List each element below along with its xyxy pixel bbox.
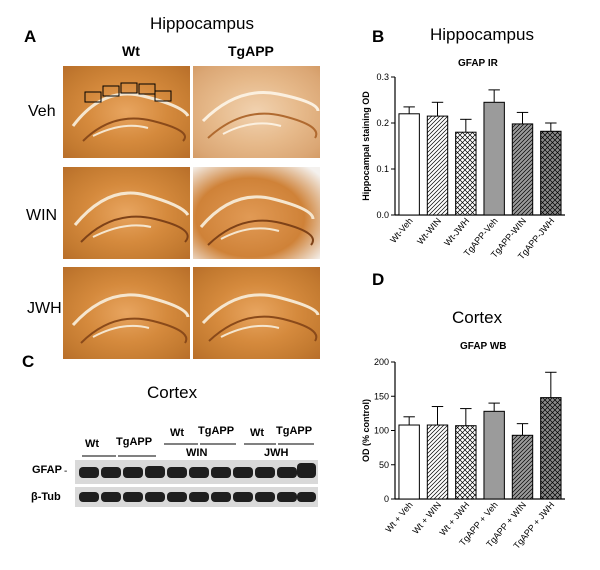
chart-b-subtitle: GFAP IR (458, 58, 498, 69)
y-axis-label: Hippocampal staining OD (361, 91, 371, 201)
gfap-band (123, 467, 143, 478)
tub-band (211, 492, 231, 502)
bar (426, 424, 449, 500)
y-tick-label: 0 (384, 494, 389, 504)
tub-band (233, 492, 253, 502)
gfap-band (189, 467, 209, 478)
row-label-jwh: JWH (27, 300, 62, 317)
bar (540, 130, 562, 216)
micrograph-tgapp-veh (193, 66, 320, 158)
gfap-band (211, 467, 231, 478)
bar (511, 123, 534, 216)
micrograph-wt-jwh (63, 267, 190, 359)
col-header-tgapp: TgAPP (228, 43, 274, 59)
panel-a-title: Hippocampus (150, 14, 254, 33)
bar (483, 410, 505, 500)
panel-letter-d: D (372, 270, 385, 289)
gfap-blot-strip (75, 460, 318, 484)
hippocampus-structure (71, 82, 190, 142)
chart-d-title: Cortex (452, 308, 503, 327)
row-label-win: WIN (26, 207, 58, 224)
hippocampus-structure (201, 293, 320, 342)
y-tick-label: 0.0 (376, 210, 389, 220)
lane-label-tgapp-1: TgAPP (116, 436, 153, 448)
chart-d-subtitle: GFAP WB (460, 341, 507, 352)
bar (483, 101, 505, 216)
bar (455, 425, 477, 500)
gfap-marker-tick: - (64, 466, 68, 477)
panel-letter-b: B (372, 27, 385, 46)
tub-band (79, 492, 99, 502)
gfap-band (297, 463, 316, 478)
win-group-label: WIN (186, 447, 208, 459)
hippocampus-structure (199, 195, 315, 246)
hippocampus-structure (201, 91, 320, 139)
micrograph-wt-veh (63, 66, 190, 158)
y-tick-label: 150 (374, 391, 389, 401)
y-tick-label: 0.3 (376, 72, 389, 82)
tub-band (255, 492, 275, 502)
y-axis-label: OD (% control) (361, 399, 371, 462)
lane-label-tgapp-2: TgAPP (198, 425, 235, 437)
y-tick-label: 100 (374, 426, 389, 436)
chart-b-title: Hippocampus (430, 25, 534, 44)
row-label-veh: Veh (28, 103, 56, 120)
bar (398, 424, 420, 500)
x-tick-label: Wt-JWH (442, 216, 471, 248)
gfap-band (277, 467, 297, 478)
panel-letter-a: A (24, 27, 37, 46)
tub-band (297, 492, 316, 502)
tub-band (123, 492, 143, 502)
bar (426, 115, 449, 216)
panel-c-title: Cortex (147, 383, 198, 402)
y-tick-label: 0.1 (376, 164, 389, 174)
jwh-group-label: JWH (264, 447, 289, 459)
gfap-row-label: GFAP (32, 464, 62, 476)
lane-label-wt-3: Wt (250, 427, 265, 439)
micrograph-tgapp-win (193, 167, 320, 259)
chart-b-plot: 0.0 0.1 0.2 0.3 Hippocampal staining OD Wt-Ve… (361, 72, 565, 261)
hippocampus-structure (71, 293, 190, 344)
x-tick-label: Wt-WIN (415, 216, 443, 247)
tub-blot-strip (75, 487, 318, 507)
panel-letter-c: C (22, 352, 35, 371)
bar (540, 397, 562, 500)
bar (398, 113, 420, 216)
x-tick-label: Wt-Veh (388, 216, 415, 245)
gfap-band (255, 467, 275, 478)
bar (455, 131, 477, 216)
hippocampus-structure (73, 191, 190, 243)
gfap-band (233, 467, 253, 478)
lane-label-wt-1: Wt (85, 438, 100, 450)
gfap-band (101, 467, 121, 478)
tub-band (167, 492, 187, 502)
gfap-band (167, 467, 187, 478)
micrograph-tgapp-jwh (193, 267, 320, 359)
col-header-wt: Wt (122, 43, 140, 59)
lane-label-wt-2: Wt (170, 427, 185, 439)
tub-band (277, 492, 297, 502)
y-tick-label: 0.2 (376, 118, 389, 128)
gfap-band (145, 466, 165, 478)
tub-band (145, 492, 165, 502)
tub-row-label: β-Tub (31, 491, 61, 503)
y-tick-label: 50 (379, 460, 389, 470)
y-tick-label: 200 (374, 357, 389, 367)
tub-band (189, 492, 209, 502)
bar (511, 434, 534, 500)
tub-band (101, 492, 121, 502)
gfap-band (79, 467, 99, 478)
micrograph-wt-win (63, 167, 190, 259)
lane-label-tgapp-3: TgAPP (276, 425, 313, 437)
